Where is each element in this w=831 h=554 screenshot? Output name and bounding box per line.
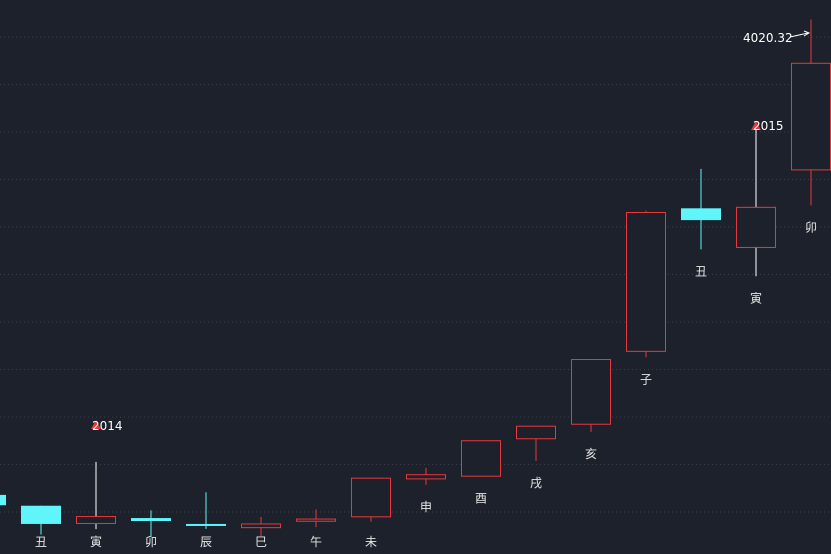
year-marker-2014-icon xyxy=(91,420,101,429)
candle-body xyxy=(571,358,611,425)
candle-body xyxy=(76,516,116,524)
candle xyxy=(681,168,721,250)
x-tick-label: 未 xyxy=(365,535,377,549)
candle-body xyxy=(241,523,281,529)
candle xyxy=(296,509,336,528)
candle-body xyxy=(186,523,226,526)
candle xyxy=(516,425,556,461)
year-label-2015: 2015 xyxy=(753,119,784,133)
x-tick-label: 寅 xyxy=(750,290,762,305)
x-tick-label: 辰 xyxy=(200,535,212,549)
annotations: 4020.32 2014 2015 xyxy=(91,30,811,433)
x-tick-label: 巳 xyxy=(255,535,267,549)
candle xyxy=(241,516,281,537)
x-tick-label: 酉 xyxy=(475,492,487,506)
candle-body xyxy=(516,425,556,440)
candle-body xyxy=(461,440,501,477)
candle-body xyxy=(21,505,61,524)
year-label-2014: 2014 xyxy=(92,419,123,433)
x-tick-label: 卯 xyxy=(805,220,817,234)
candle xyxy=(736,127,776,277)
candle xyxy=(21,505,61,535)
year-marker-2015-icon xyxy=(751,121,761,130)
candle-body xyxy=(626,211,666,352)
candle-body xyxy=(791,62,831,171)
gridlines xyxy=(0,36,831,513)
candle-body xyxy=(131,518,171,522)
candle xyxy=(406,467,446,485)
candle-body xyxy=(406,474,446,480)
candle xyxy=(76,461,116,530)
candle xyxy=(0,494,6,506)
candle xyxy=(131,510,171,538)
candle xyxy=(461,440,501,477)
x-tick-label: 戌 xyxy=(530,476,542,490)
high-arrow-head-icon xyxy=(803,30,811,37)
x-tick-label: 申 xyxy=(420,500,432,514)
x-tick-labels: 丑寅卯辰巳午未申酉戌亥子丑寅卯 xyxy=(35,220,817,549)
x-tick-label: 子 xyxy=(640,372,652,386)
x-tick-label: 寅 xyxy=(90,534,102,549)
high-value-label: 4020.32 xyxy=(743,31,793,45)
high-arrow-icon xyxy=(789,32,809,38)
candle-body xyxy=(296,518,336,522)
x-tick-label: 午 xyxy=(310,535,322,549)
candle-body xyxy=(681,208,721,221)
candle-body xyxy=(351,477,391,518)
candle-body xyxy=(0,494,6,506)
candles xyxy=(0,19,831,538)
x-tick-label: 丑 xyxy=(695,264,707,278)
candle xyxy=(791,19,831,206)
candle xyxy=(571,358,611,432)
x-tick-label: 亥 xyxy=(585,447,597,461)
candle-body xyxy=(736,206,776,248)
candle xyxy=(351,477,391,522)
x-tick-label: 卯 xyxy=(145,535,157,549)
candle xyxy=(186,492,226,529)
candle xyxy=(626,210,666,358)
x-tick-label: 丑 xyxy=(35,535,47,549)
